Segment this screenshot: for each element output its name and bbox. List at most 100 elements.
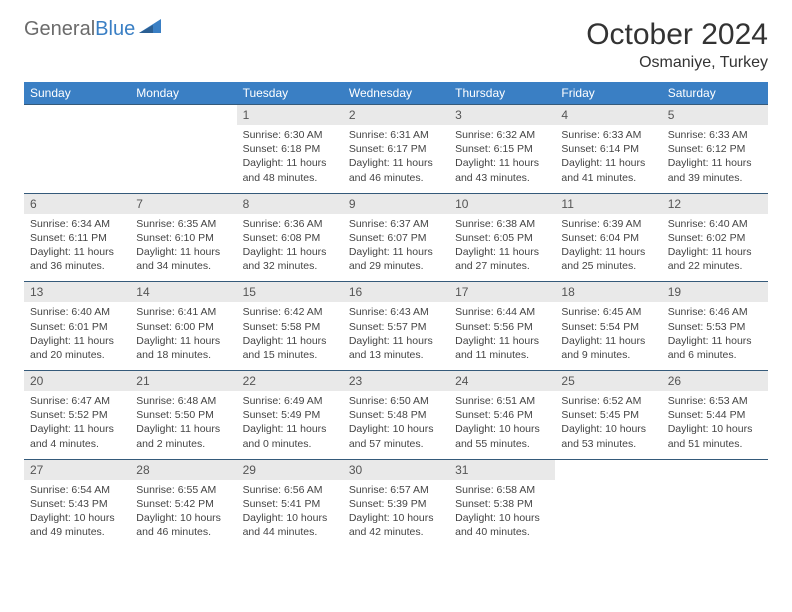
sunrise-text: Sunrise: 6:34 AM xyxy=(30,217,124,231)
daynum-cell: 11 xyxy=(555,193,661,214)
detail-cell: Sunrise: 6:44 AMSunset: 5:56 PMDaylight:… xyxy=(449,302,555,370)
daynum-cell: 17 xyxy=(449,282,555,303)
daylight-text: Daylight: 11 hours and 15 minutes. xyxy=(243,334,337,362)
sunrise-text: Sunrise: 6:39 AM xyxy=(561,217,655,231)
detail-cell: Sunrise: 6:42 AMSunset: 5:58 PMDaylight:… xyxy=(237,302,343,370)
sunrise-text: Sunrise: 6:51 AM xyxy=(455,394,549,408)
detail-cell: Sunrise: 6:38 AMSunset: 6:05 PMDaylight:… xyxy=(449,214,555,282)
sunset-text: Sunset: 5:44 PM xyxy=(668,408,762,422)
daylight-text: Daylight: 11 hours and 41 minutes. xyxy=(561,156,655,184)
daylight-text: Daylight: 11 hours and 36 minutes. xyxy=(30,245,124,273)
sunrise-text: Sunrise: 6:58 AM xyxy=(455,483,549,497)
detail-cell xyxy=(130,125,236,193)
dow-cell: Thursday xyxy=(449,82,555,105)
detail-cell: Sunrise: 6:51 AMSunset: 5:46 PMDaylight:… xyxy=(449,391,555,459)
daynum-cell: 1 xyxy=(237,105,343,126)
detail-cell: Sunrise: 6:31 AMSunset: 6:17 PMDaylight:… xyxy=(343,125,449,193)
sunrise-text: Sunrise: 6:53 AM xyxy=(668,394,762,408)
sunset-text: Sunset: 6:05 PM xyxy=(455,231,549,245)
dow-row: SundayMondayTuesdayWednesdayThursdayFrid… xyxy=(24,82,768,105)
detail-cell: Sunrise: 6:46 AMSunset: 5:53 PMDaylight:… xyxy=(662,302,768,370)
daynum-cell: 24 xyxy=(449,371,555,392)
daynum-cell: 23 xyxy=(343,371,449,392)
daylight-text: Daylight: 11 hours and 9 minutes. xyxy=(561,334,655,362)
detail-cell: Sunrise: 6:47 AMSunset: 5:52 PMDaylight:… xyxy=(24,391,130,459)
daynum-cell: 13 xyxy=(24,282,130,303)
page-subtitle: Osmaniye, Turkey xyxy=(586,54,768,72)
daynum-row: 12345 xyxy=(24,105,768,126)
detail-cell: Sunrise: 6:37 AMSunset: 6:07 PMDaylight:… xyxy=(343,214,449,282)
daylight-text: Daylight: 10 hours and 49 minutes. xyxy=(30,511,124,539)
daynum-cell: 30 xyxy=(343,459,449,480)
dow-cell: Tuesday xyxy=(237,82,343,105)
daynum-cell: 22 xyxy=(237,371,343,392)
sunrise-text: Sunrise: 6:57 AM xyxy=(349,483,443,497)
daynum-cell: 10 xyxy=(449,193,555,214)
sunrise-text: Sunrise: 6:49 AM xyxy=(243,394,337,408)
sunrise-text: Sunrise: 6:44 AM xyxy=(455,305,549,319)
daylight-text: Daylight: 11 hours and 39 minutes. xyxy=(668,156,762,184)
sunset-text: Sunset: 5:48 PM xyxy=(349,408,443,422)
logo-word2: Blue xyxy=(95,18,135,40)
detail-cell: Sunrise: 6:54 AMSunset: 5:43 PMDaylight:… xyxy=(24,480,130,548)
detail-cell xyxy=(555,480,661,548)
detail-row: Sunrise: 6:34 AMSunset: 6:11 PMDaylight:… xyxy=(24,214,768,282)
daynum-cell: 8 xyxy=(237,193,343,214)
sunset-text: Sunset: 6:17 PM xyxy=(349,142,443,156)
daynum-cell: 18 xyxy=(555,282,661,303)
sunrise-text: Sunrise: 6:30 AM xyxy=(243,128,337,142)
detail-cell: Sunrise: 6:33 AMSunset: 6:14 PMDaylight:… xyxy=(555,125,661,193)
daynum-cell xyxy=(662,459,768,480)
logo-triangle-icon xyxy=(139,19,161,40)
page-title: October 2024 xyxy=(586,18,768,52)
detail-cell: Sunrise: 6:50 AMSunset: 5:48 PMDaylight:… xyxy=(343,391,449,459)
daynum-cell: 31 xyxy=(449,459,555,480)
sunset-text: Sunset: 5:38 PM xyxy=(455,497,549,511)
sunset-text: Sunset: 5:57 PM xyxy=(349,320,443,334)
daylight-text: Daylight: 11 hours and 48 minutes. xyxy=(243,156,337,184)
daylight-text: Daylight: 11 hours and 4 minutes. xyxy=(30,422,124,450)
dow-cell: Wednesday xyxy=(343,82,449,105)
daynum-cell xyxy=(130,105,236,126)
detail-cell: Sunrise: 6:53 AMSunset: 5:44 PMDaylight:… xyxy=(662,391,768,459)
sunset-text: Sunset: 5:54 PM xyxy=(561,320,655,334)
detail-cell: Sunrise: 6:40 AMSunset: 6:02 PMDaylight:… xyxy=(662,214,768,282)
daylight-text: Daylight: 10 hours and 40 minutes. xyxy=(455,511,549,539)
sunset-text: Sunset: 5:46 PM xyxy=(455,408,549,422)
detail-cell: Sunrise: 6:56 AMSunset: 5:41 PMDaylight:… xyxy=(237,480,343,548)
daylight-text: Daylight: 11 hours and 20 minutes. xyxy=(30,334,124,362)
daynum-cell: 26 xyxy=(662,371,768,392)
detail-cell: Sunrise: 6:30 AMSunset: 6:18 PMDaylight:… xyxy=(237,125,343,193)
sunrise-text: Sunrise: 6:31 AM xyxy=(349,128,443,142)
sunset-text: Sunset: 5:43 PM xyxy=(30,497,124,511)
sunset-text: Sunset: 5:49 PM xyxy=(243,408,337,422)
daynum-cell xyxy=(555,459,661,480)
daynum-cell xyxy=(24,105,130,126)
header: GeneralBlue October 2024 Osmaniye, Turke… xyxy=(24,18,768,72)
logo: GeneralBlue xyxy=(24,18,161,41)
sunrise-text: Sunrise: 6:35 AM xyxy=(136,217,230,231)
daylight-text: Daylight: 11 hours and 46 minutes. xyxy=(349,156,443,184)
sunrise-text: Sunrise: 6:40 AM xyxy=(668,217,762,231)
sunrise-text: Sunrise: 6:45 AM xyxy=(561,305,655,319)
daynum-cell: 14 xyxy=(130,282,236,303)
daylight-text: Daylight: 11 hours and 22 minutes. xyxy=(668,245,762,273)
daynum-cell: 28 xyxy=(130,459,236,480)
daynum-cell: 7 xyxy=(130,193,236,214)
detail-cell: Sunrise: 6:55 AMSunset: 5:42 PMDaylight:… xyxy=(130,480,236,548)
daylight-text: Daylight: 11 hours and 11 minutes. xyxy=(455,334,549,362)
sunset-text: Sunset: 5:50 PM xyxy=(136,408,230,422)
detail-row: Sunrise: 6:54 AMSunset: 5:43 PMDaylight:… xyxy=(24,480,768,548)
daynum-cell: 16 xyxy=(343,282,449,303)
detail-row: Sunrise: 6:47 AMSunset: 5:52 PMDaylight:… xyxy=(24,391,768,459)
sunrise-text: Sunrise: 6:33 AM xyxy=(668,128,762,142)
detail-cell: Sunrise: 6:48 AMSunset: 5:50 PMDaylight:… xyxy=(130,391,236,459)
sunset-text: Sunset: 6:08 PM xyxy=(243,231,337,245)
daynum-cell: 29 xyxy=(237,459,343,480)
daylight-text: Daylight: 11 hours and 0 minutes. xyxy=(243,422,337,450)
dow-cell: Friday xyxy=(555,82,661,105)
sunset-text: Sunset: 6:12 PM xyxy=(668,142,762,156)
daylight-text: Daylight: 11 hours and 27 minutes. xyxy=(455,245,549,273)
detail-cell: Sunrise: 6:39 AMSunset: 6:04 PMDaylight:… xyxy=(555,214,661,282)
daylight-text: Daylight: 10 hours and 44 minutes. xyxy=(243,511,337,539)
